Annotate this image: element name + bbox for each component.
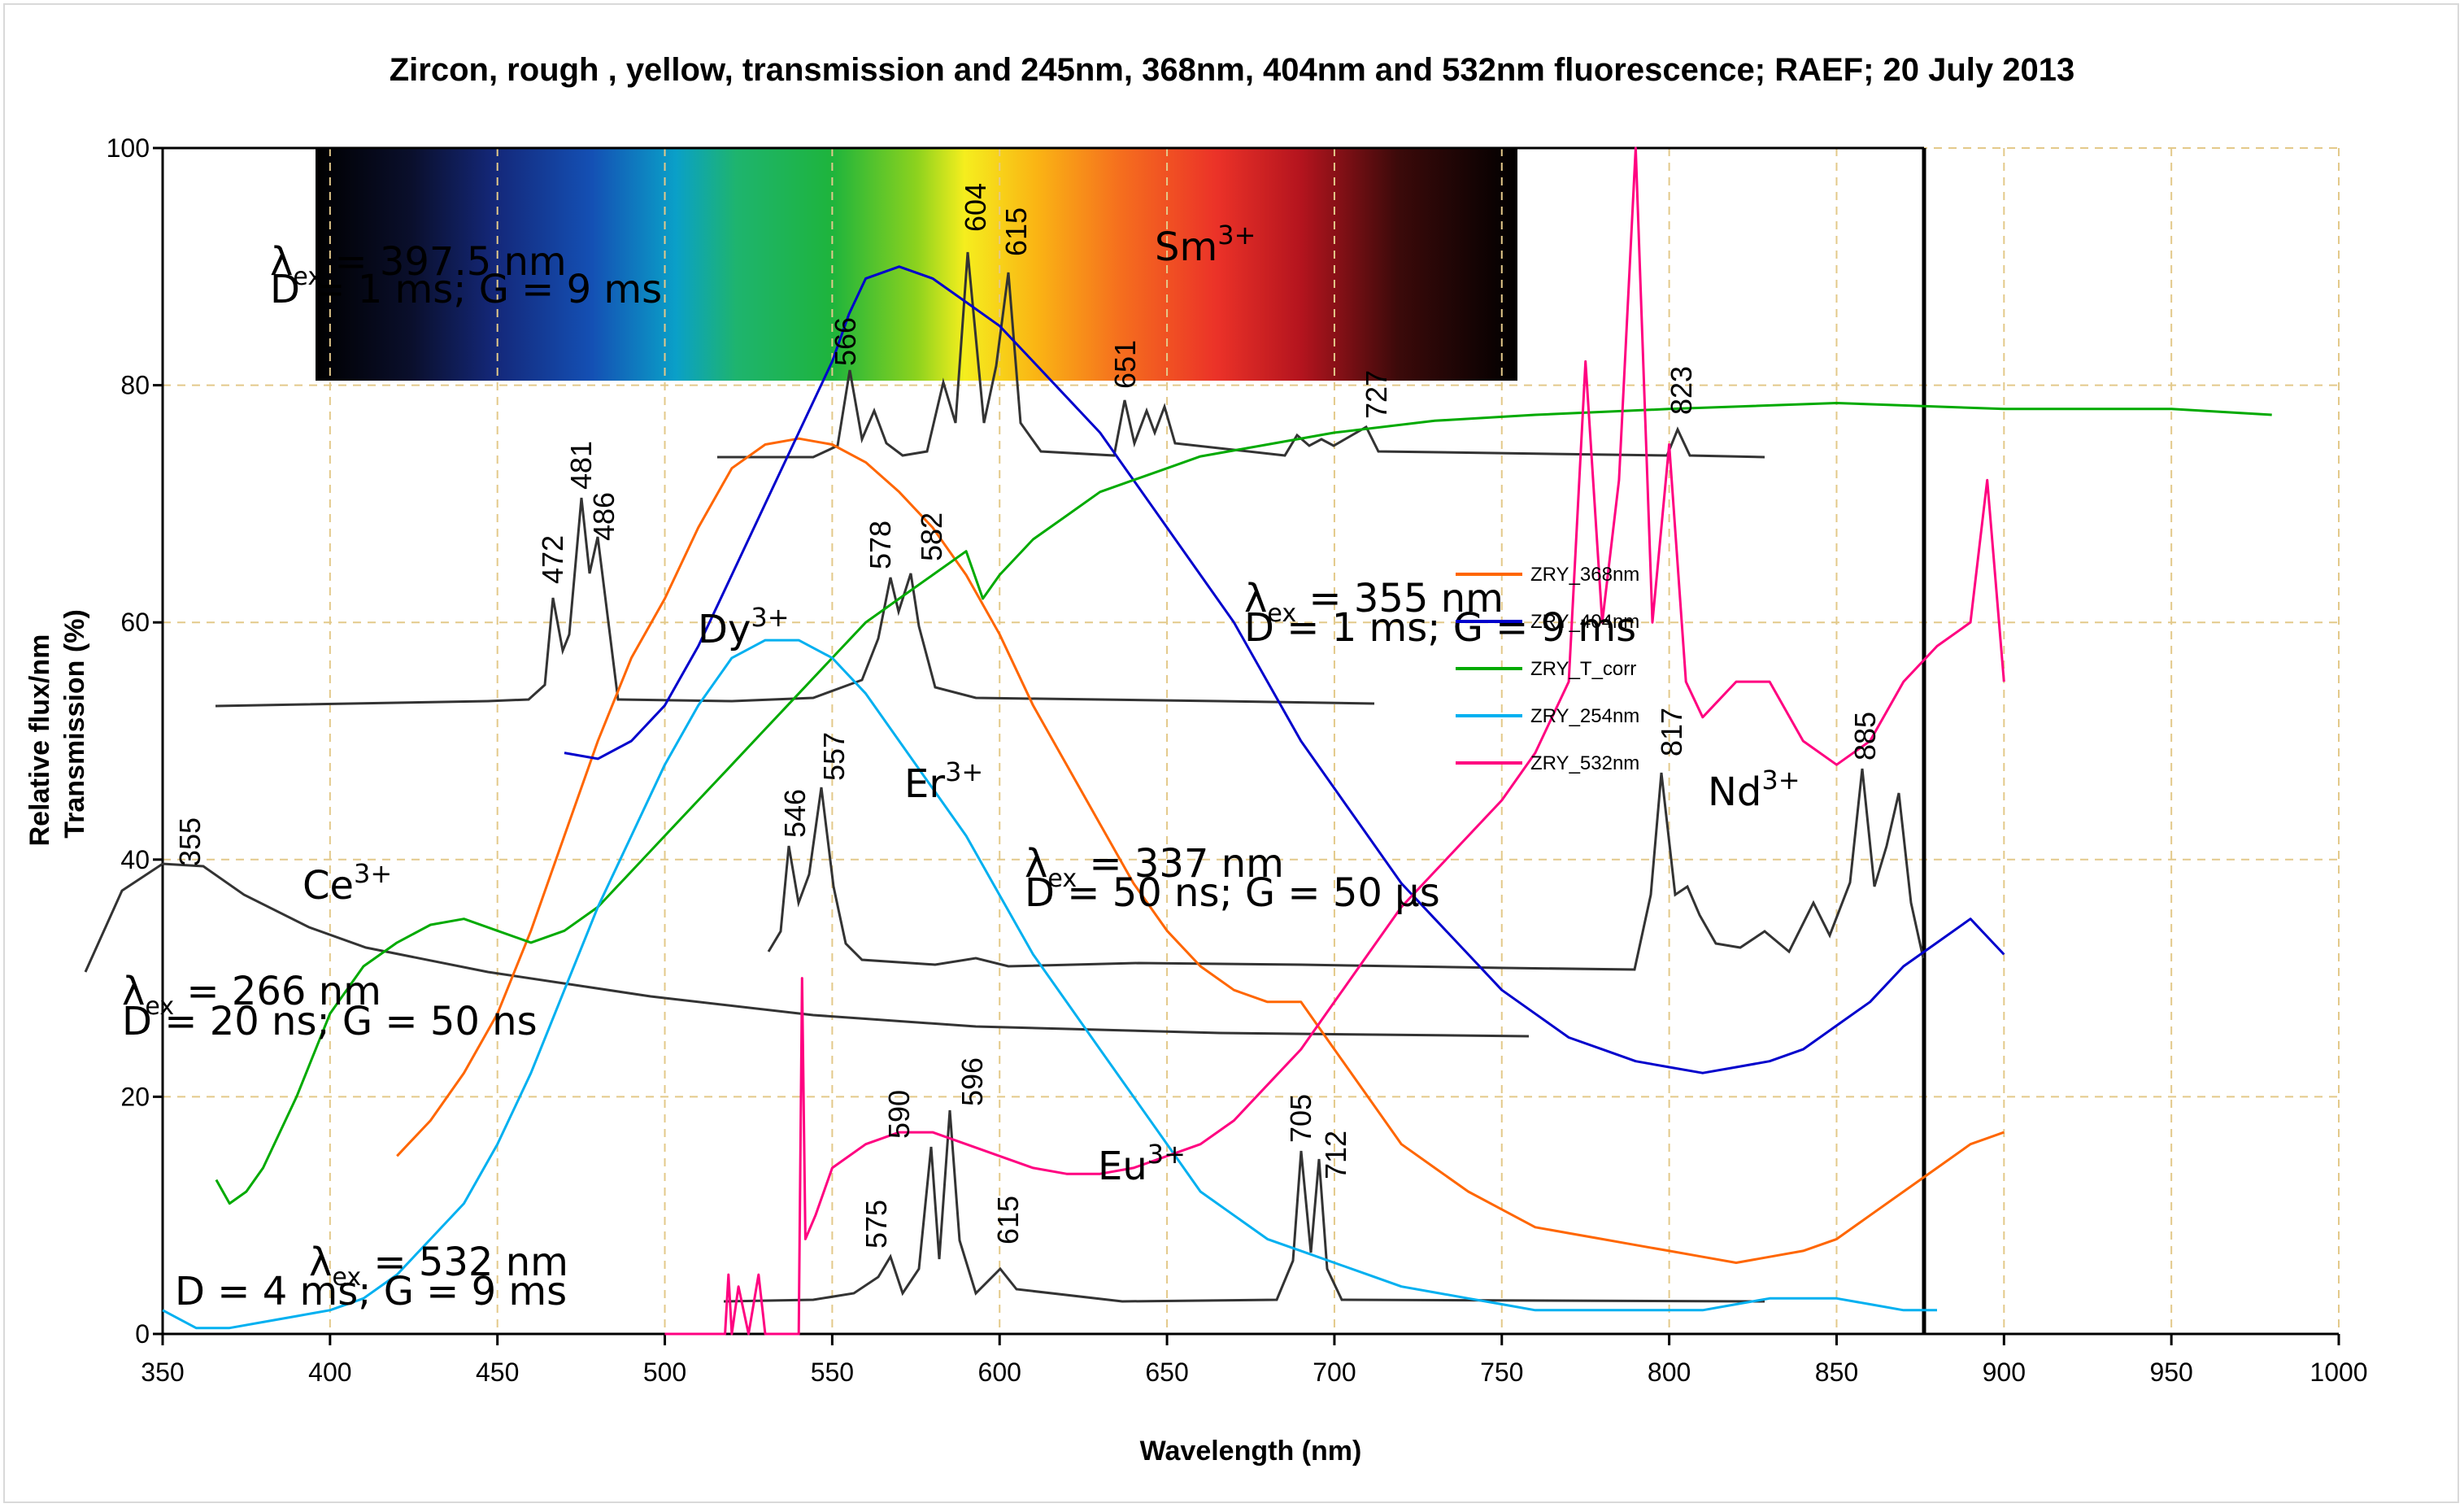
grid-vertical [329, 148, 2340, 1334]
y-tick-label: 20 [120, 1082, 150, 1111]
legend-label: ZRY_254nm [1530, 705, 1639, 727]
x-tick-label: 400 [308, 1358, 351, 1387]
y-tick-labels: 0 20 40 60 80 100 [107, 133, 150, 1349]
peak-label: 712 [1319, 1131, 1352, 1179]
peak-label: 885 [1848, 712, 1882, 761]
x-tick-label: 600 [978, 1358, 1021, 1387]
y-tick-label: 80 [120, 371, 150, 400]
y-tick-label: 0 [135, 1319, 150, 1349]
overlay-emission-traces [84, 251, 1925, 1303]
x-tick-label: 350 [141, 1358, 184, 1387]
legend-label: ZRY_532nm [1530, 752, 1639, 774]
x-axis-title: Wavelength (nm) [1140, 1436, 1362, 1467]
excitation-ce-line2: D = 20 ns; G = 50 ns [122, 999, 538, 1044]
peak-label: 557 [817, 732, 851, 781]
excitation-er-line2: D = 50 ns; G = 50 μs [1025, 870, 1440, 916]
series-line-zry-254nm [162, 639, 1937, 1330]
chart-title: Zircon, rough , yellow, transmission and… [389, 52, 2075, 88]
x-tick-label: 550 [811, 1358, 854, 1387]
ce-trace [84, 862, 1530, 1038]
x-tick-label: 700 [1313, 1358, 1356, 1387]
excitation-sm-line1: λex = 397.5 nm [270, 239, 567, 291]
peak-label: 566 [829, 317, 862, 366]
x-tick-label: 500 [643, 1358, 686, 1387]
excitation-er-line1: λex = 337 nm [1025, 841, 1284, 893]
peak-label: 486 [587, 492, 620, 541]
x-tick-label: 650 [1145, 1358, 1188, 1387]
series-line-zry-t-corr [215, 402, 2272, 1205]
legend-label: ZRY_368nm [1530, 564, 1639, 586]
peak-label: 355 [173, 817, 207, 866]
ion-label-ce: Ce3+ [303, 858, 392, 909]
series-line-zry-368nm [396, 437, 2005, 1264]
y-tick-label: 60 [120, 608, 150, 637]
y-axis-title-secondary: Transmission (%) [59, 609, 90, 839]
overlay-excitation-labels: λex = 397.5 nm D = 1 ms; G = 9 ms λex = … [122, 239, 1636, 1314]
legend-label: ZRY_T_corr [1530, 658, 1636, 680]
legend: ZRY_368nm ZRY_404nm ZRY_T_corr ZRY_254nm ZRY… [1456, 564, 1639, 774]
x-tick-label: 950 [2149, 1358, 2192, 1387]
peak-label: 481 [564, 441, 598, 490]
ion-label-er: Er3+ [904, 756, 983, 807]
ion-label-sm: Sm3+ [1155, 220, 1256, 270]
peak-label: 823 [1665, 366, 1698, 415]
peak-label: 472 [536, 535, 569, 584]
peak-label: 817 [1655, 708, 1688, 756]
peak-label: 615 [991, 1196, 1025, 1244]
peak-label: 727 [1360, 370, 1393, 419]
chart-frame [3, 3, 2459, 1503]
x-tick-label: 450 [476, 1358, 519, 1387]
eu-trace [723, 1109, 1765, 1303]
overlay-peak-labels: 604 615 566 651 727 823 481 472 486 578 … [173, 183, 1882, 1249]
ion-label-nd: Nd3+ [1708, 765, 1800, 815]
peak-label: 615 [999, 207, 1033, 256]
excitation-eu-line2: D = 4 ms; G = 9 ms [175, 1269, 567, 1314]
peak-label: 575 [860, 1200, 893, 1249]
x-tick-label: 800 [1648, 1358, 1691, 1387]
er-trace [767, 768, 1925, 971]
x-tick-label: 750 [1480, 1358, 1523, 1387]
excitation-ce-line1: λex = 266 nm [122, 969, 381, 1021]
spectrum-bar [316, 148, 1517, 381]
y-tick-label: 40 [120, 845, 150, 874]
x-tick-label: 1000 [2309, 1358, 2367, 1387]
peak-label: 705 [1284, 1094, 1317, 1143]
sm-trace [717, 251, 1765, 459]
y-tick-label: 100 [107, 133, 150, 163]
series-group [162, 146, 2272, 1336]
excitation-eu-line1: λex = 532 nm [309, 1240, 568, 1292]
excitation-dy-line2: D = 1 ms; G = 9 ms [1244, 605, 1636, 651]
dy-trace [215, 497, 1375, 708]
x-tick-label: 900 [1983, 1358, 2026, 1387]
excitation-dy-line1: λex = 355 nm [1244, 576, 1504, 628]
x-tick-label: 850 [1815, 1358, 1858, 1387]
legend-label: ZRY_404nm [1530, 611, 1639, 633]
y-axis-title-primary: Relative flux/nm [24, 634, 55, 847]
x-tick-labels: 350 400 450 500 550 600 650 700 750 800 850 900 950 1… [141, 1358, 2367, 1387]
peak-label: 651 [1108, 340, 1142, 389]
peak-label: 578 [864, 521, 897, 569]
peak-label: 590 [882, 1090, 916, 1139]
peak-label: 582 [915, 512, 948, 561]
ion-label-eu: Eu3+ [1098, 1139, 1186, 1189]
peak-label: 596 [956, 1057, 989, 1106]
peak-label: 546 [778, 789, 812, 838]
overlay-ion-labels: Sm3+ Dy3+ Er3+ Ce3+ Nd3+ Eu3+ [303, 220, 1800, 1189]
ion-label-dy: Dy3+ [698, 602, 790, 652]
excitation-sm-line2: D = 1 ms; G = 9 ms [270, 267, 662, 312]
peak-label: 604 [959, 183, 992, 232]
tick-marks [153, 146, 2340, 1345]
series-line-zry-532nm [664, 146, 2005, 1336]
series-line-zry-404nm [564, 265, 2005, 1074]
